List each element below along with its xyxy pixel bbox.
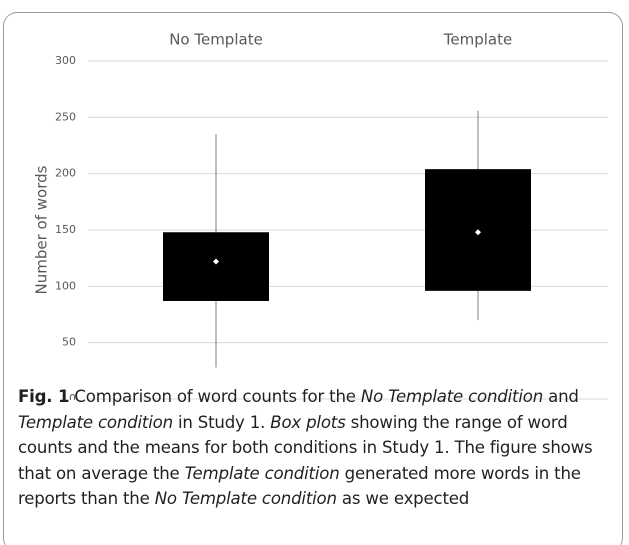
- caption-text: in Study 1.: [172, 412, 271, 432]
- caption-text: as we expected: [336, 489, 470, 509]
- mean-marker: [475, 229, 481, 236]
- caption-text: Template condition: [184, 463, 340, 483]
- y-tick-label: 150: [55, 223, 76, 236]
- caption-label: Fig. 1: [18, 387, 70, 406]
- caption-text: Template condition: [18, 412, 173, 432]
- caption-text: and: [543, 387, 579, 406]
- mean-marker: [213, 258, 219, 265]
- figure-frame: [3, 12, 623, 545]
- caption-text: No Template condition: [360, 387, 544, 406]
- category-label: Template: [443, 31, 512, 49]
- chart: Number of words 0 50 100 150 200 250 300 No Tem…: [33, 31, 608, 400]
- box: [163, 232, 269, 301]
- caption-text: Comparison of word counts for the: [69, 387, 361, 406]
- caption: Fig. 1 Comparison of word counts for the…: [18, 384, 618, 512]
- caption-text: No Template condition: [154, 489, 337, 509]
- caption-text: showing the range of word counts and the…: [18, 412, 593, 483]
- y-tick-label: 100: [55, 279, 76, 292]
- y-tick-label: 0: [69, 392, 76, 400]
- y-axis-label: Number of words: [33, 165, 51, 294]
- y-tick-label: 200: [55, 167, 76, 180]
- caption-text: generated more words in the reports than…: [18, 463, 581, 509]
- y-tick-label: 300: [55, 54, 76, 67]
- category-label: No Template: [169, 31, 263, 49]
- y-tick-label: 250: [55, 110, 76, 123]
- caption-text: Box plots: [270, 412, 346, 432]
- y-tick-label: 50: [62, 336, 76, 349]
